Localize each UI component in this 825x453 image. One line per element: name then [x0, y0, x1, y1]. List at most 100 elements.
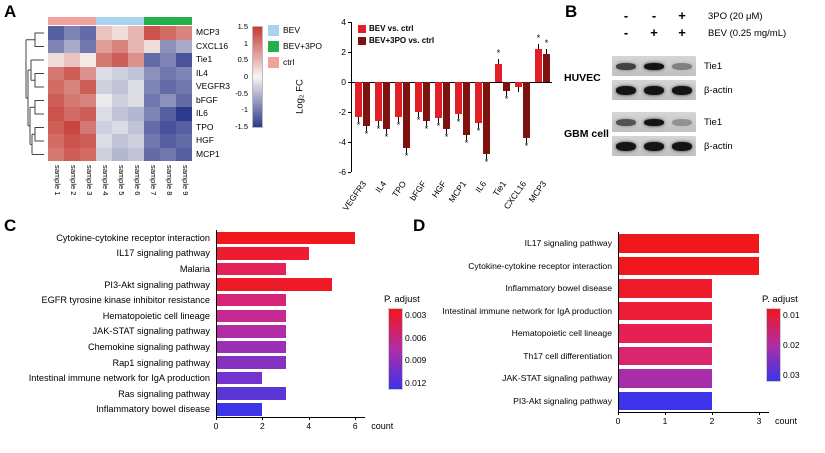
pvalue-tick-label: 0.009 [405, 355, 427, 366]
heatmap-cell [48, 134, 64, 148]
pathway-bar [216, 340, 286, 354]
sample-label: sample 5 [117, 165, 126, 196]
heatmap-cell [64, 93, 80, 107]
heatmap-cell [128, 53, 144, 67]
d-pvalue-colorbar [766, 308, 781, 382]
pvalue-tick-label: 0.003 [405, 310, 427, 321]
condition-sign: - [623, 25, 629, 40]
bar-track [216, 278, 376, 291]
pathway-bar [216, 278, 332, 291]
condition-label: 3PO (20 μM) [708, 11, 763, 22]
pathway-row: Rap1 signaling pathway [12, 355, 376, 371]
pathway-label: Hematopoietic cell lineage [102, 310, 210, 321]
bar-track [216, 231, 376, 245]
condition-label: BEV (0.25 mg/mL) [708, 28, 787, 39]
gene-label: HGF [196, 135, 214, 145]
heatmap-cell [160, 147, 176, 161]
pvalue-tick-label: 0.012 [405, 377, 427, 388]
heatmap-cell [176, 26, 192, 40]
heatmap-colorbar [252, 26, 263, 128]
heatmap-group-legend: BEV BEV+3PO ctrl [268, 22, 322, 70]
blot-strip [612, 136, 696, 156]
pathway-row: Th17 cell differentiation [420, 345, 760, 368]
pathway-label: PI3-Akt signaling pathway [513, 395, 612, 406]
pathway-row: PI3-Akt signaling pathway [12, 277, 376, 293]
legend-swatch [268, 56, 279, 68]
protein-label: β-actin [704, 141, 733, 152]
heatmap-cell [80, 93, 96, 107]
colorbar-tick: 1 [243, 38, 248, 48]
pathway-label: PI3-Akt signaling pathway [104, 279, 210, 290]
blot-strip [612, 112, 696, 132]
protein-band [644, 85, 664, 95]
heatmap-cell [144, 26, 160, 40]
bar-track [216, 371, 376, 385]
pathway-label: JAK-STAT signaling pathway [502, 373, 612, 384]
heatmap-cell [176, 80, 192, 94]
panel-d-label: D [413, 216, 426, 235]
pathway-row: Chemokine signaling pathway [12, 339, 376, 355]
legend-label: ctrl [283, 57, 295, 67]
pathway-row: Inflammatory bowel disease [420, 277, 760, 300]
heatmap-cell [144, 66, 160, 80]
blot-strip [612, 80, 696, 100]
pathway-row: Intestinal immune network for IgA produc… [12, 370, 376, 386]
heatmap-cell [144, 93, 160, 107]
bar-track [618, 301, 760, 320]
heatmap-cell [80, 134, 96, 148]
gene-label: CXCL16 [196, 40, 229, 51]
legend-swatch [268, 24, 279, 36]
heatmap-cell [64, 26, 80, 40]
heatmap-cell [112, 120, 128, 134]
c-pvalue-colorbar [388, 308, 403, 390]
pathway-row: JAK-STAT signaling pathway [12, 324, 376, 340]
heatmap-cell [96, 26, 112, 40]
colorbar-tick: -0.5 [235, 88, 248, 98]
heatmap-cell [96, 39, 112, 53]
heatmap-cell [48, 53, 64, 67]
heatmap-cell [144, 53, 160, 67]
annotation-BEV+3PO [144, 17, 192, 25]
heatmap-cell [128, 147, 144, 161]
cell-line-label: GBM cell [564, 128, 609, 140]
heatmap-cell [96, 107, 112, 121]
sample-label: sample 7 [149, 165, 158, 196]
colorbar-tick: -1.5 [235, 122, 248, 131]
heatmap [48, 26, 192, 161]
pathway-bar [618, 369, 712, 388]
pathway-row: EGFR tyrosine kinase inhibitor resistanc… [12, 292, 376, 308]
heatmap-cell [128, 66, 144, 80]
heatmap-cell [80, 120, 96, 134]
pathway-row: IL17 signaling pathway [12, 246, 376, 262]
heatmap-cell [64, 147, 80, 161]
heatmap-cell [128, 39, 144, 53]
pathway-row: Malaria [12, 261, 376, 277]
heatmap-cell [160, 134, 176, 148]
heatmap-cell [48, 147, 64, 161]
protein-band [616, 141, 636, 151]
pathway-label: Intestinal immune network for IgA produc… [442, 305, 612, 316]
heatmap-cell [80, 66, 96, 80]
pvalue-tick-label: 0.03 [783, 370, 800, 381]
heatmap-cell [112, 39, 128, 53]
heatmap-cell [176, 66, 192, 80]
pvalue-tick-label: 0.01 [783, 309, 800, 320]
heatmap-cell [144, 134, 160, 148]
panel-a-label: A [4, 2, 17, 21]
pathway-row: IL17 signaling pathway [420, 232, 760, 255]
gene-label: MCP1 [196, 148, 220, 159]
bar-track [618, 324, 760, 343]
protein-band [616, 85, 636, 95]
heatmap-cell [96, 147, 112, 161]
heatmap-cell [144, 120, 160, 134]
heatmap-cell [64, 120, 80, 134]
bar-track [216, 247, 376, 260]
pathway-bar [216, 356, 286, 369]
pathway-row: JAK-STAT signaling pathway [420, 367, 760, 390]
protein-label: Tie1 [704, 117, 723, 128]
pathway-bar [216, 371, 263, 385]
group-legend-item: BEV+3PO [268, 38, 322, 54]
bar-track [618, 256, 760, 275]
pathway-row: Inflammatory bowel disease [12, 402, 376, 418]
heatmap-gene-labels: MCP3 CXCL16 Tie1 IL4 VEGFR3 bFGF IL6 TPO HGF MCP1 [196, 26, 230, 161]
